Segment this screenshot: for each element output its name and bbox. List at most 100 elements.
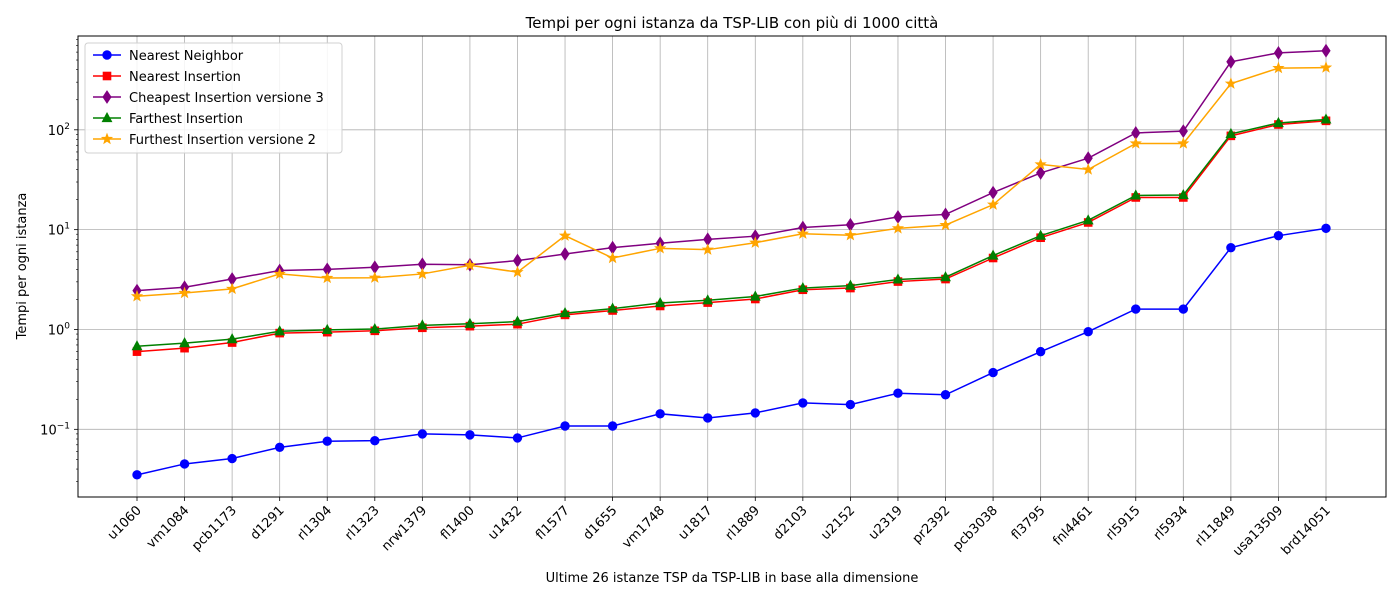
series-layer xyxy=(130,43,1333,480)
data-point xyxy=(465,430,475,440)
legend-label: Furthest Insertion versione 2 xyxy=(129,133,316,148)
data-point xyxy=(416,319,428,330)
data-point xyxy=(132,470,142,480)
data-point xyxy=(1130,189,1142,200)
legend-marker xyxy=(102,90,112,104)
y-tick-label: 101 xyxy=(48,222,70,239)
legend-label: Nearest Insertion xyxy=(129,70,241,85)
series-furthest-insertion-versione-2 xyxy=(130,61,1333,302)
data-point xyxy=(703,413,713,423)
series-line xyxy=(136,227,1327,476)
data-point xyxy=(986,198,1000,210)
legend-marker xyxy=(101,111,113,123)
data-point xyxy=(1129,137,1142,149)
data-point xyxy=(1131,304,1141,314)
data-point xyxy=(179,337,190,348)
data-point xyxy=(749,236,762,248)
data-point xyxy=(1273,230,1284,241)
data-point xyxy=(940,390,951,400)
data-point xyxy=(226,282,239,295)
data-point xyxy=(988,367,998,378)
legend-box xyxy=(84,42,343,154)
data-point xyxy=(606,251,619,264)
data-point xyxy=(892,273,904,284)
data-point xyxy=(1319,61,1333,73)
data-point xyxy=(1082,163,1095,175)
data-point xyxy=(1226,54,1236,69)
data-point xyxy=(607,302,619,313)
legend-item: Cheapest Insertion versione 3 xyxy=(93,90,324,106)
data-point xyxy=(1320,113,1332,124)
y-tick-label: 100 xyxy=(48,321,71,338)
data-point xyxy=(845,399,856,410)
legend-item: Farthest Insertion xyxy=(93,111,243,127)
data-point xyxy=(227,453,237,464)
data-point xyxy=(1273,45,1284,60)
legend: Nearest Neighbor Nearest Insertion Cheapes… xyxy=(84,42,343,154)
data-point xyxy=(369,322,381,334)
data-point xyxy=(939,218,952,231)
data-point xyxy=(654,241,667,254)
legend-marker xyxy=(102,50,112,60)
data-point xyxy=(511,265,524,278)
data-point xyxy=(1082,214,1094,225)
data-point xyxy=(1273,116,1284,128)
data-point xyxy=(463,258,477,271)
legend-label: Cheapest Insertion versione 3 xyxy=(129,91,324,106)
y-tick-label: 102 xyxy=(48,122,70,139)
data-point xyxy=(607,421,618,431)
legend-label: Farthest Insertion xyxy=(129,112,243,127)
data-point xyxy=(370,435,380,446)
data-point xyxy=(464,317,476,328)
plot-frame xyxy=(77,35,1387,498)
data-point xyxy=(796,227,809,239)
data-point xyxy=(940,271,951,282)
data-point xyxy=(130,289,144,302)
data-point xyxy=(844,228,857,241)
data-point xyxy=(750,408,760,418)
data-point xyxy=(893,388,903,398)
data-point xyxy=(321,271,334,284)
legend-item: Furthest Insertion versione 2 xyxy=(93,132,316,148)
data-point xyxy=(655,409,665,419)
legend-marker xyxy=(102,71,112,81)
data-point xyxy=(321,323,333,335)
data-point xyxy=(558,229,572,241)
data-point xyxy=(749,290,761,301)
series-farthest-insertion xyxy=(131,113,1332,351)
data-point xyxy=(1321,223,1331,234)
data-point xyxy=(1321,43,1331,58)
data-point xyxy=(1035,346,1046,357)
data-point xyxy=(1036,166,1046,180)
data-point xyxy=(559,307,571,318)
x-axis-label: Ultime 26 istanze TSP da TSP-LIB in base… xyxy=(546,571,919,586)
data-point xyxy=(560,247,570,261)
series-line xyxy=(136,49,1327,292)
legend-label: Nearest Neighbor xyxy=(129,49,244,64)
data-point xyxy=(1224,77,1237,89)
data-point xyxy=(844,279,856,290)
data-point xyxy=(1177,137,1190,149)
data-point xyxy=(1035,229,1047,240)
data-point xyxy=(702,294,714,305)
data-point xyxy=(322,436,332,446)
data-point xyxy=(701,243,714,255)
data-point xyxy=(891,221,905,234)
legend-marker xyxy=(100,132,114,145)
data-point xyxy=(226,333,238,344)
series-nearest-neighbor xyxy=(132,223,1331,480)
data-point xyxy=(560,421,570,431)
data-point xyxy=(1178,304,1189,314)
data-point xyxy=(1272,61,1285,74)
data-point xyxy=(798,398,808,408)
data-point xyxy=(512,433,523,443)
data-point xyxy=(178,286,191,299)
data-point xyxy=(987,249,999,260)
data-point xyxy=(416,267,429,280)
series-line xyxy=(136,120,1327,353)
legend-item: Nearest Insertion xyxy=(93,70,241,85)
data-point xyxy=(179,459,190,469)
data-point xyxy=(654,296,666,308)
data-point xyxy=(797,281,809,293)
data-point xyxy=(417,429,428,439)
